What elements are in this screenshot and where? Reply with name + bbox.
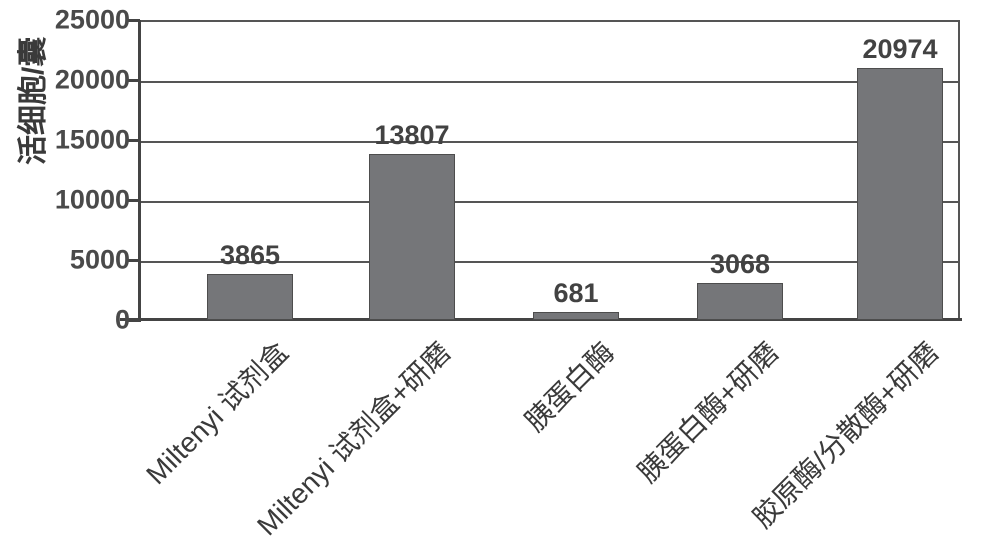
bar [697, 283, 783, 320]
y-tick-label: 5000 [40, 245, 130, 276]
bar [533, 312, 619, 320]
bar-value-label: 20974 [862, 34, 937, 65]
bar [857, 68, 943, 320]
bar-value-label: 681 [553, 278, 598, 309]
bar-value-label: 3865 [220, 240, 280, 271]
bar-value-label: 3068 [710, 249, 770, 280]
bar-chart: 活细胞/囊 05000100001500020000250003865Milte… [0, 0, 1000, 549]
bar [207, 274, 293, 320]
y-tick-label: 10000 [40, 185, 130, 216]
y-tick-label: 0 [40, 305, 130, 336]
bars-layer [140, 20, 960, 320]
bar [369, 154, 455, 320]
y-tick-label: 15000 [40, 125, 130, 156]
y-tick-label: 20000 [40, 65, 130, 96]
y-tick-label: 25000 [40, 5, 130, 36]
bar-value-label: 13807 [374, 120, 449, 151]
